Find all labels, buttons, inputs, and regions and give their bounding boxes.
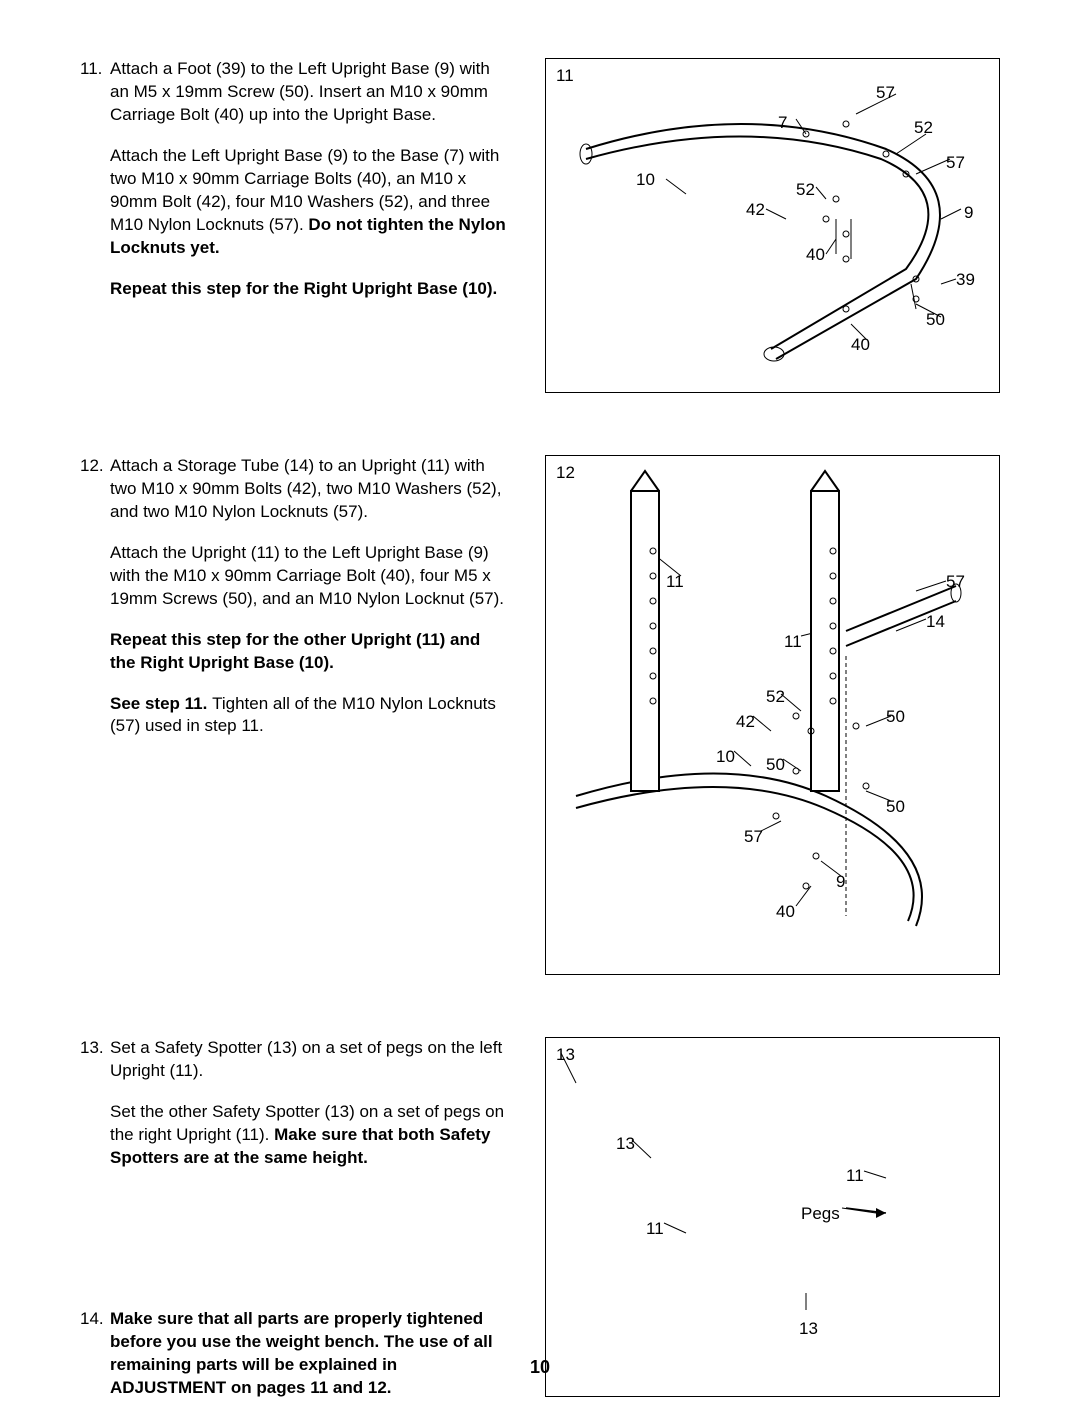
diagram-callout: 50 [926,309,945,332]
step-12-row: 12. Attach a Storage Tube (14) to an Upr… [80,455,1000,975]
step-13-text: 13. Set a Safety Spotter (13) on a set o… [80,1037,510,1188]
diagram-callout: 50 [766,754,785,777]
diagram-callout: 13 [799,1318,818,1341]
diagram-callout: 7 [778,112,787,135]
step-11-number: 11. [80,58,110,318]
diagram-callout: 11 [666,571,684,594]
diagram-callout: 9 [836,871,845,894]
diagram-callout: 57 [744,826,763,849]
diagram-callout: 13 [616,1133,635,1156]
step-12-number: 12. [80,455,110,756]
diagram-callout: 11 [784,631,802,654]
diagram-callout: 14 [926,611,945,634]
step-paragraph: See step 11. Tighten all of the M10 Nylo… [110,693,510,739]
diagram-callout: 42 [746,199,765,222]
diagram-callout: 40 [776,901,795,924]
diagram-callout: 57 [946,152,965,175]
diagram-callout: 40 [806,244,825,267]
step-11-text: 11. Attach a Foot (39) to the Left Uprig… [80,58,510,393]
diagram-12: 121157141152425010505057940 [545,455,1000,975]
text-run: Repeat this step for the Right Upright B… [110,279,497,298]
step-paragraph: Attach the Upright (11) to the Left Upri… [110,542,510,611]
diagram-callout: 57 [876,82,895,105]
step-paragraph: Attach a Foot (39) to the Left Upright B… [110,58,510,127]
step-paragraph: Set the other Safety Spotter (13) on a s… [110,1101,510,1170]
text-run: Repeat this step for the other Upright (… [110,630,480,672]
step-paragraph: Repeat this step for the Right Upright B… [110,278,510,301]
step-11-row: 11. Attach a Foot (39) to the Left Uprig… [80,58,1000,393]
diagram-callout: 52 [796,179,815,202]
diagram-callout: 39 [956,269,975,292]
step-paragraph: Make sure that all parts are properly ti… [110,1308,510,1400]
diagram-callout: 10 [636,169,655,192]
diagram-11: 115775257105242940395040 [545,58,1000,393]
step-paragraph: Set a Safety Spotter (13) on a set of pe… [110,1037,510,1083]
diagram-callout: 52 [914,117,933,140]
step-12-text: 12. Attach a Storage Tube (14) to an Upr… [80,455,510,975]
diagram-callout: 10 [716,746,735,769]
step-paragraph: Attach the Left Upright Base (9) to the … [110,145,510,260]
diagram-callout: 11 [646,1218,664,1241]
diagram-callout: 50 [886,796,905,819]
step-paragraph: Attach a Storage Tube (14) to an Upright… [110,455,510,524]
diagram-13: 131311Pegs1113 [545,1037,1000,1397]
diagram-callout: 11 [846,1165,864,1188]
step-paragraph: Repeat this step for the other Upright (… [110,629,510,675]
diagram-callout: 50 [886,706,905,729]
page-number: 10 [0,1355,1080,1379]
text-run: See step 11. [110,694,212,713]
diagram-callout: 9 [964,202,973,225]
diagram-callout: Pegs [801,1203,840,1226]
diagram-callout: 42 [736,711,755,734]
diagram-callout: 52 [766,686,785,709]
step-13-number: 13. [80,1037,110,1188]
diagram-callout: 40 [851,334,870,357]
text-run: Make sure that all parts are properly ti… [110,1309,493,1397]
diagram-callout: 57 [946,571,965,594]
